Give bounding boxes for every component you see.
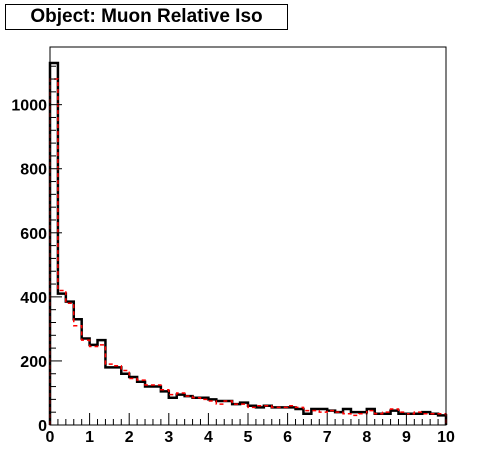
x-tick-label: 1 [85,429,94,446]
y-tick-label: 1000 [11,98,47,115]
x-tick-label: 0 [46,429,55,446]
y-tick-label: 200 [20,354,47,371]
chart-title: Object: Muon Relative Iso [30,6,263,27]
y-tick-label: 800 [20,162,47,179]
x-tick-label: 5 [244,429,253,446]
y-tick-label: 600 [20,226,47,243]
x-tick-label: 4 [204,429,213,446]
x-tick-label: 2 [125,429,134,446]
y-tick-label: 400 [20,290,47,307]
title-box: Object: Muon Relative Iso [5,4,288,30]
plot-frame [49,46,447,426]
x-tick-label: 9 [402,429,411,446]
x-tick-label: 8 [362,429,371,446]
axis-labels: 0 1 2 3 4 5 6 7 8 9 10 0 200 400 600 800 1000 [11,98,455,446]
x-tick-label: 10 [437,429,455,446]
axis-ticks [49,65,447,426]
x-tick-label: 6 [283,429,292,446]
y-tick-label: 0 [38,418,47,435]
x-tick-label: 7 [323,429,332,446]
x-tick-label: 3 [164,429,173,446]
series-line-1 [49,78,447,425]
